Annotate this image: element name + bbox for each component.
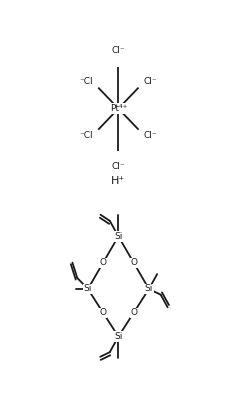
Text: Pt⁴⁺: Pt⁴⁺ <box>110 104 127 113</box>
Text: O: O <box>100 308 107 317</box>
Text: Si: Si <box>114 332 123 341</box>
Text: Cl⁻: Cl⁻ <box>144 131 158 140</box>
Text: Si: Si <box>114 232 123 241</box>
Text: ⁻Cl: ⁻Cl <box>79 77 93 87</box>
Text: Si: Si <box>84 284 92 294</box>
Text: Cl⁻: Cl⁻ <box>112 162 125 171</box>
Text: Cl⁻: Cl⁻ <box>144 77 158 87</box>
Text: H⁺: H⁺ <box>111 176 125 186</box>
Text: Si: Si <box>145 284 153 294</box>
Text: ⁻Cl: ⁻Cl <box>79 131 93 140</box>
Text: O: O <box>130 258 137 267</box>
Text: O: O <box>130 308 137 317</box>
Text: O: O <box>100 258 107 267</box>
Text: Cl⁻: Cl⁻ <box>112 46 125 55</box>
